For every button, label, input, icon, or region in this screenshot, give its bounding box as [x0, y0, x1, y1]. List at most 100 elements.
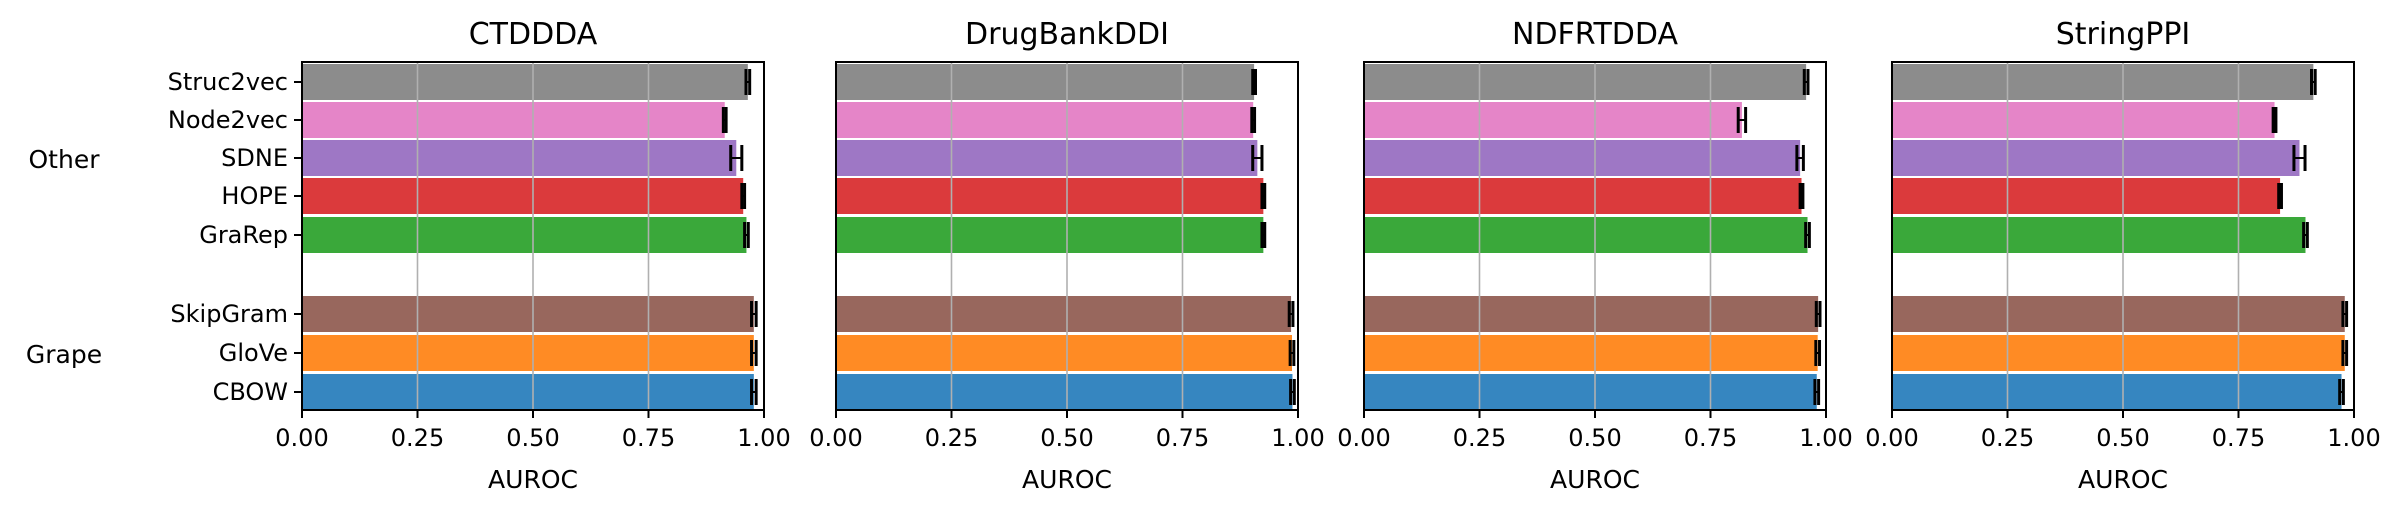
x-tick-label: 0.50 — [2096, 424, 2149, 452]
error-bar — [744, 69, 752, 95]
error-bar — [1251, 145, 1264, 171]
error-bar — [2277, 183, 2283, 209]
group-labels: Other Grape — [26, 145, 102, 369]
y-tick-label: CBOW — [213, 378, 288, 406]
x-tick-label: 0.00 — [1865, 424, 1918, 452]
error-bar — [729, 145, 744, 171]
error-bar — [1802, 69, 1810, 95]
bar-cbow — [1892, 374, 2342, 410]
error-bar — [1804, 222, 1811, 248]
bar-grarep — [836, 217, 1264, 253]
error-bar — [750, 301, 758, 327]
error-bar — [1287, 301, 1295, 327]
y-tick-label: SDNE — [221, 144, 288, 172]
x-tick-label: 0.50 — [1040, 424, 1093, 452]
panel-title: CTDDDA — [469, 17, 598, 52]
error-bar — [1260, 183, 1267, 209]
error-bar — [1260, 222, 1267, 248]
x-axis-label: AUROC — [488, 465, 578, 494]
x-tick-label: 1.00 — [1271, 424, 1324, 452]
bar-cbow — [302, 374, 754, 410]
bar-node2vec — [1364, 102, 1742, 138]
error-bar — [1289, 379, 1296, 405]
error-bar — [2292, 145, 2307, 171]
panel-title: StringPPI — [2056, 17, 2191, 52]
error-bar — [2338, 379, 2345, 405]
bar-glove — [836, 335, 1292, 371]
bar-node2vec — [302, 102, 725, 138]
x-tick-label: 0.00 — [275, 424, 328, 452]
x-tick-label: 1.00 — [2327, 424, 2380, 452]
bar-hope — [836, 178, 1264, 214]
panel-title: DrugBankDDI — [965, 17, 1169, 52]
x-tick-label: 0.25 — [1981, 424, 2034, 452]
bar-sdne — [1892, 140, 2300, 176]
bar-skipgram — [1364, 296, 1819, 332]
bar-struc2vec — [1892, 64, 2314, 100]
error-bar — [2341, 340, 2349, 366]
bar-node2vec — [836, 102, 1254, 138]
y-tick-label: GraRep — [199, 221, 288, 249]
x-axis-label: AUROC — [1022, 465, 1112, 494]
x-tick-label: 1.00 — [1799, 424, 1852, 452]
group-label-grape: Grape — [26, 340, 102, 369]
x-tick-label: 0.75 — [622, 424, 675, 452]
x-tick-label: 0.25 — [391, 424, 444, 452]
x-tick-label: 0.75 — [1156, 424, 1209, 452]
x-tick-label: 0.75 — [1684, 424, 1737, 452]
bar-grarep — [1364, 217, 1808, 253]
y-tick-label: GloVe — [219, 339, 288, 367]
error-bar — [1251, 69, 1257, 95]
error-bar — [740, 183, 747, 209]
error-bar — [743, 222, 750, 248]
x-tick-label: 0.50 — [1568, 424, 1621, 452]
x-axis-label: AUROC — [1550, 465, 1640, 494]
bar-skipgram — [302, 296, 754, 332]
bar-struc2vec — [302, 64, 748, 100]
x-tick-label: 0.25 — [925, 424, 978, 452]
panel-2: NDFRTDDA 0.00 0.25 0.50 0.75 1.00 AUROC — [1337, 17, 1852, 494]
bar-sdne — [836, 140, 1258, 176]
bar-grarep — [302, 217, 747, 253]
bar-struc2vec — [1364, 64, 1807, 100]
error-bar — [2309, 69, 2317, 95]
panels: CTDDDA 0.00 0.25 0.50 0.75 1.00 AUROC Struc2vec… — [168, 17, 2381, 494]
error-bar — [2341, 301, 2349, 327]
x-tick-label: 0.00 — [1337, 424, 1390, 452]
bar-grarep — [1892, 217, 2306, 253]
bar-sdne — [302, 140, 737, 176]
panel-3: StringPPI 0.00 0.25 0.50 0.75 1.00 AUROC — [1865, 17, 2380, 494]
bar-hope — [302, 178, 744, 214]
error-bar — [1814, 340, 1822, 366]
error-bar — [1798, 183, 1805, 209]
panel-title: NDFRTDDA — [1512, 17, 1678, 52]
bar-skipgram — [1892, 296, 2345, 332]
bar-sdne — [1364, 140, 1801, 176]
x-tick-label: 0.75 — [2212, 424, 2265, 452]
bar-cbow — [836, 374, 1293, 410]
bar-glove — [1364, 335, 1818, 371]
bar-cbow — [1364, 374, 1817, 410]
x-tick-label: 1.00 — [737, 424, 790, 452]
bar-glove — [302, 335, 754, 371]
error-bar — [721, 107, 728, 133]
y-tick-label: Struc2vec — [168, 68, 288, 96]
bar-glove — [1892, 335, 2345, 371]
y-tick-label: HOPE — [221, 182, 288, 210]
error-bar — [1795, 145, 1805, 171]
x-tick-label: 0.25 — [1453, 424, 1506, 452]
bar-node2vec — [1892, 102, 2275, 138]
error-bar — [1814, 301, 1822, 327]
error-bar — [750, 379, 758, 405]
error-bar — [1736, 107, 1748, 133]
error-bar — [1813, 379, 1821, 405]
error-bar — [1250, 107, 1257, 133]
error-bar — [2302, 222, 2309, 248]
bar-hope — [1892, 178, 2281, 214]
y-tick-label: SkipGram — [170, 300, 288, 328]
bar-struc2vec — [836, 64, 1255, 100]
x-tick-label: 0.50 — [506, 424, 559, 452]
panel-1: DrugBankDDI 0.00 0.25 0.50 0.75 1.00 AUROC — [809, 17, 1324, 494]
bar-hope — [1364, 178, 1802, 214]
